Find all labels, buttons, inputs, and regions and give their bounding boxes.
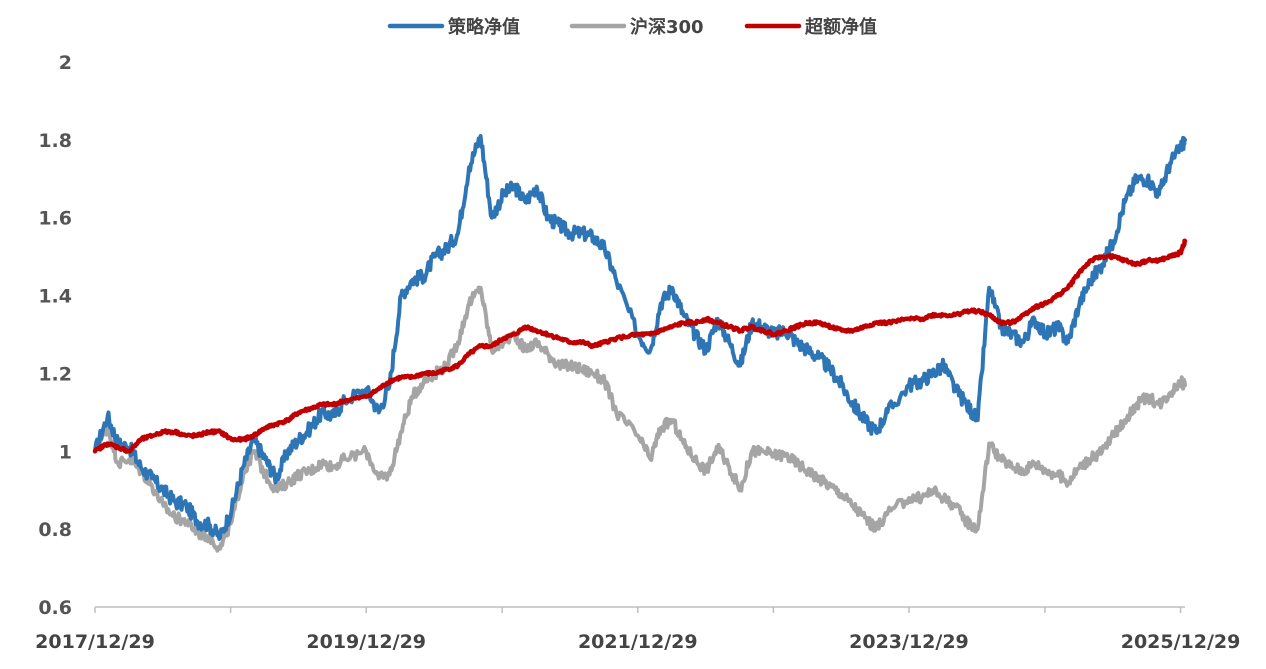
series-line-strategy — [93, 134, 1187, 541]
y-tick-label: 0.8 — [38, 519, 72, 541]
series-line-excess — [92, 238, 1188, 454]
y-tick-label: 1.6 — [38, 208, 72, 230]
legend-label: 超额净值 — [805, 16, 877, 38]
legend-item: 沪深300 — [569, 16, 704, 38]
legend-label: 沪深300 — [630, 16, 704, 38]
legend-item: 超额净值 — [744, 16, 877, 38]
y-tick-label: 1.2 — [38, 363, 72, 385]
plot-lines — [92, 134, 1188, 553]
x-tick-label: 2021/12/29 — [578, 631, 698, 653]
y-tick-label: 1.8 — [38, 130, 72, 152]
x-tick-label: 2019/12/29 — [306, 631, 426, 653]
x-tick-label: 2025/12/29 — [1121, 631, 1241, 653]
y-tick-label: 1.4 — [38, 286, 72, 308]
legend-label: 策略净值 — [448, 16, 520, 38]
legend-item: 策略净值 — [387, 16, 520, 38]
legend: 策略净值 沪深300 超额净值 — [387, 16, 877, 38]
y-tick-label: 0.6 — [38, 597, 72, 619]
x-tick-label: 2023/12/29 — [849, 631, 969, 653]
y-axis: 0.6 0.8 1 1.2 1.4 1.6 1.8 2 — [38, 52, 72, 619]
x-axis: 2017/12/29 2019/12/29 2021/12/29 2023/12/29… — [35, 606, 1241, 653]
y-tick-label: 2 — [59, 52, 72, 74]
x-tick-label: 2017/12/29 — [35, 631, 155, 653]
y-tick-label: 1 — [59, 441, 72, 463]
series-line-csi300 — [93, 285, 1187, 553]
